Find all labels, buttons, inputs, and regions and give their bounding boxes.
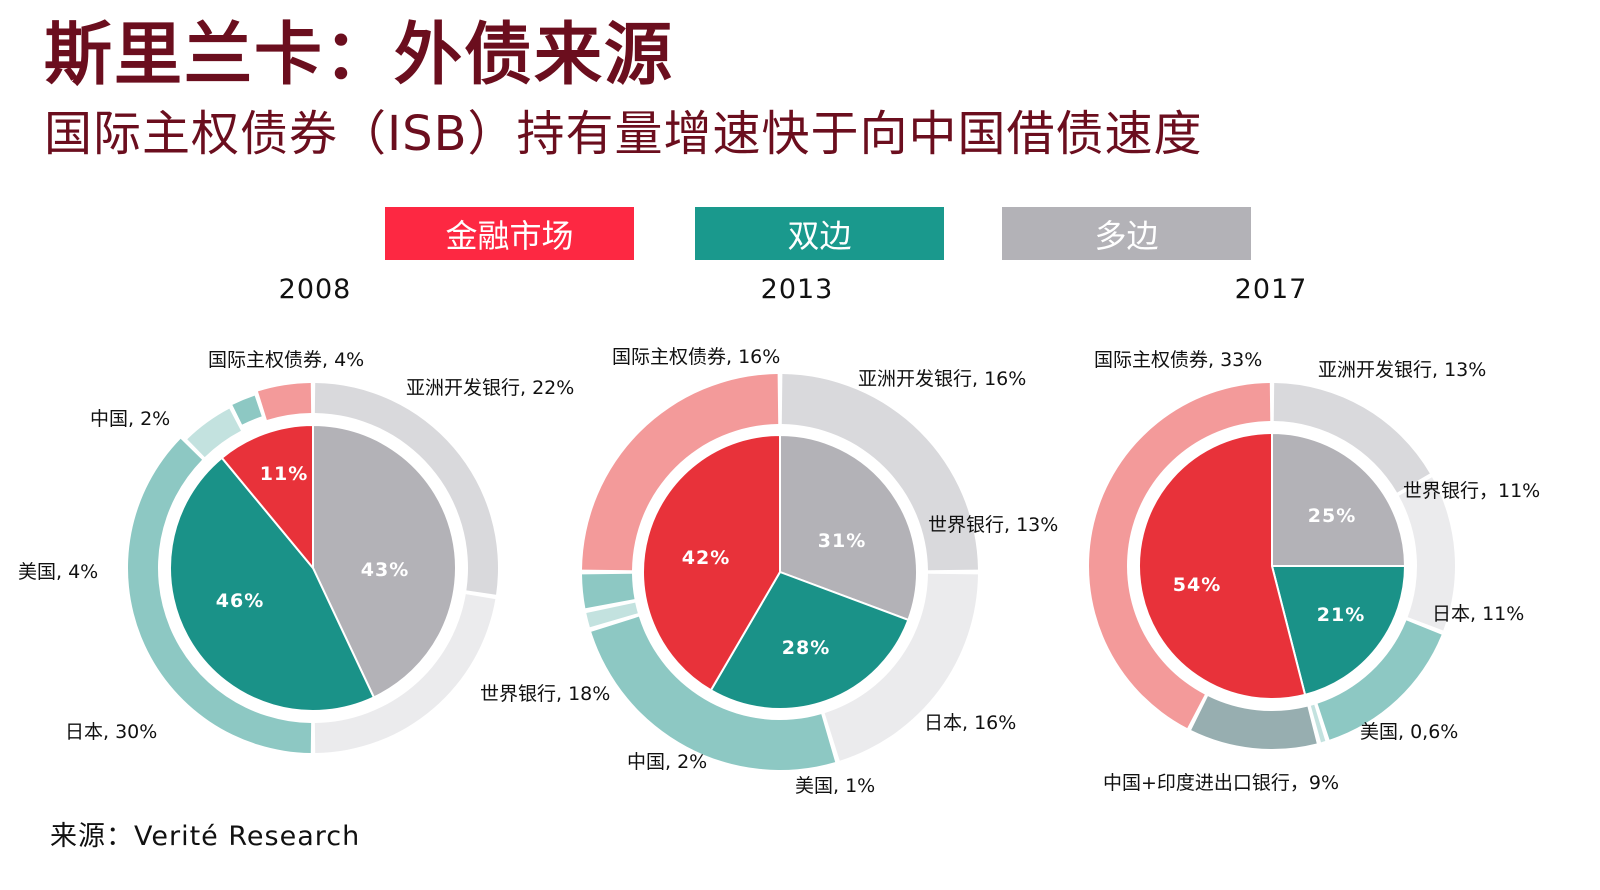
pie-pct-label-2017-2: 54%: [1173, 574, 1221, 596]
year-label-2013: 2013: [760, 274, 834, 305]
ring-label-2017-1: 世界银行，11%: [1403, 480, 1540, 502]
pie-slice-2017-2: [1138, 431, 1307, 700]
ring-label-2013-1: 世界银行, 13%: [928, 514, 1058, 536]
pie-slice-2008-0: [312, 423, 457, 699]
pie-pct-label-2008-2: 11%: [260, 463, 308, 485]
ring-label-2013-3: 美国, 1%: [795, 775, 875, 797]
pie-pct-label-2008-1: 46%: [216, 590, 264, 612]
source-note: 来源：Verité Research: [50, 821, 361, 852]
legend-multilateral: 多边: [1002, 207, 1251, 260]
legend-label: 多边: [1094, 216, 1159, 255]
ring-label-2008-3: 美国, 4%: [18, 561, 98, 583]
ring-label-2017-4: 中国+印度进出口银行，9%: [1103, 772, 1339, 794]
pie-pct-label-2013-2: 42%: [682, 547, 730, 569]
legend-label: 双边: [787, 216, 852, 255]
ring-segment-2017-1: [1398, 477, 1455, 631]
legend-bilateral: 双边: [695, 207, 944, 260]
page-subtitle: 国际主权债券（ISB）持有量增速快于向中国借债速度: [44, 106, 1203, 162]
ring-label-2008-1: 世界银行, 18%: [480, 683, 610, 705]
ring-label-2017-0: 亚洲开发银行, 13%: [1318, 359, 1486, 381]
ring-label-2008-4: 中国, 2%: [90, 408, 170, 430]
page-title: 斯里兰卡：外债来源: [44, 16, 675, 95]
year-label-2017: 2017: [1234, 274, 1308, 305]
pie-slice-2017-1: [1270, 565, 1407, 697]
ring-segment-2017-4: [1191, 696, 1317, 749]
pie-pct-label-2008-0: 43%: [361, 559, 409, 581]
ring-label-2013-5: 国际主权债券, 16%: [612, 346, 780, 368]
legend-financial-market: 金融市场: [385, 207, 634, 260]
ring-segment-2013-3: [586, 602, 638, 628]
year-label-2008: 2008: [278, 274, 352, 305]
ring-label-2013-4: 中国, 2%: [627, 751, 707, 773]
ring-segment-2008-0: [314, 383, 498, 595]
ring-label-2017-2: 日本, 11%: [1432, 603, 1524, 625]
ring-segment-2013-5: [582, 374, 779, 571]
ring-segment-2013-0: [781, 374, 978, 571]
pie-pct-label-2013-1: 28%: [782, 637, 830, 659]
pie-pct-label-2013-0: 31%: [818, 530, 866, 552]
ring-label-2017-3: 美国, 0,6%: [1360, 721, 1458, 743]
ring-segment-2008-2: [128, 438, 312, 753]
pie-slice-2013-0: [779, 433, 918, 622]
ring-label-2013-2: 日本, 16%: [924, 712, 1016, 734]
ring-label-2013-0: 亚洲开发银行, 16%: [858, 368, 1026, 390]
pie-slice-2013-2: [642, 433, 781, 692]
ring-segment-2008-5: [257, 383, 312, 421]
ring-segment-2013-4: [582, 573, 635, 609]
ring-label-2008-5: 国际主权债券, 4%: [208, 349, 364, 371]
ring-segment-2008-1: [314, 594, 496, 753]
pie-pct-label-2017-1: 21%: [1317, 604, 1365, 626]
ring-segment-2008-3: [187, 408, 241, 458]
pie-pct-label-2017-0: 25%: [1308, 505, 1356, 527]
ring-segment-2017-3: [1310, 704, 1326, 743]
pie-slice-2008-2: [220, 423, 314, 571]
ring-segment-2017-2: [1317, 620, 1442, 740]
pie-slice-2008-1: [169, 456, 376, 712]
ring-segment-2008-4: [232, 395, 262, 425]
ring-label-2008-0: 亚洲开发银行, 22%: [406, 377, 574, 399]
ring-segment-2013-2: [591, 616, 836, 770]
ring-segment-2017-5: [1089, 383, 1271, 729]
pie-slice-2017-0: [1271, 431, 1407, 567]
legend-label: 金融市场: [445, 216, 574, 255]
ring-label-2008-2: 日本, 30%: [65, 721, 157, 743]
ring-segment-2017-0: [1273, 383, 1430, 493]
ring-label-2017-5: 国际主权债券, 33%: [1094, 349, 1262, 371]
ring-segment-2013-1: [824, 573, 978, 761]
